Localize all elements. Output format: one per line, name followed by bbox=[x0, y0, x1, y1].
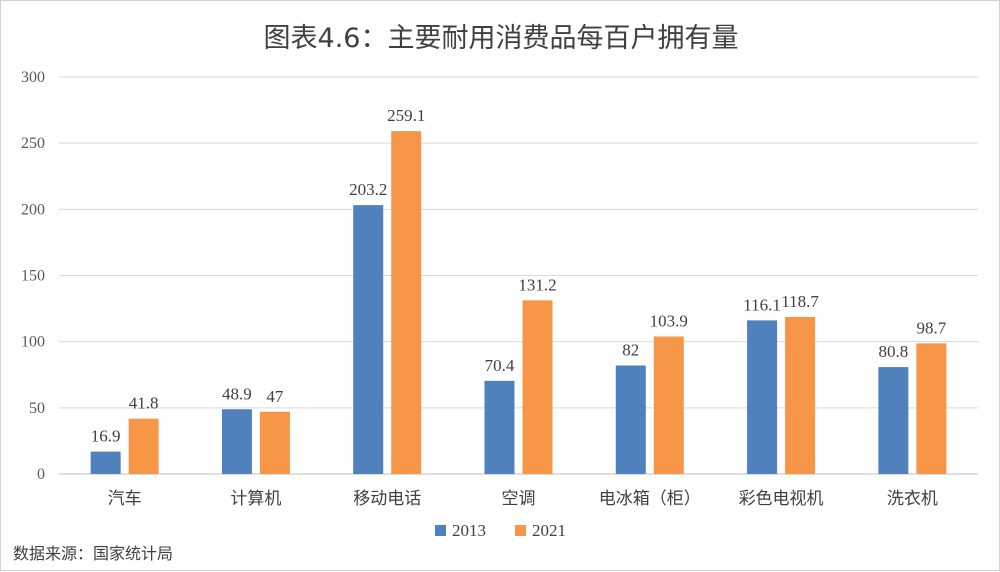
bar-2021 bbox=[916, 343, 947, 474]
bar-2013 bbox=[353, 205, 384, 474]
legend-label: 2013 bbox=[452, 521, 486, 540]
category-label: 空调 bbox=[502, 489, 536, 509]
bar-2013 bbox=[221, 409, 252, 474]
data-label: 41.8 bbox=[129, 394, 159, 413]
chart-title: 图表4.6：主要耐用消费品每百户拥有量 bbox=[264, 23, 739, 54]
data-label: 203.2 bbox=[349, 180, 387, 199]
data-label: 70.4 bbox=[485, 356, 515, 375]
y-tick-label: 150 bbox=[21, 268, 45, 285]
category-label: 汽车 bbox=[108, 489, 142, 509]
data-label: 16.9 bbox=[91, 427, 121, 446]
category-label: 计算机 bbox=[230, 489, 281, 509]
x-axis-categories: 汽车 计算机 移动电话 空调 电冰箱（柜） 彩色电视机 洗衣机 bbox=[108, 489, 938, 509]
category-label: 彩色电视机 bbox=[739, 489, 824, 509]
category-label: 洗衣机 bbox=[887, 489, 938, 509]
legend-swatch bbox=[515, 525, 526, 536]
y-tick-label: 100 bbox=[21, 334, 45, 351]
y-tick-label: 300 bbox=[21, 69, 45, 86]
source-note: 数据来源：国家统计局 bbox=[13, 544, 173, 563]
y-tick-label: 250 bbox=[21, 135, 45, 152]
legend: 2013 2021 bbox=[435, 521, 566, 540]
bar-2013 bbox=[615, 365, 646, 474]
data-label: 131.2 bbox=[518, 275, 556, 294]
data-label: 103.9 bbox=[650, 312, 688, 331]
data-label: 259.1 bbox=[387, 106, 425, 125]
bar-2021 bbox=[653, 336, 684, 474]
category-label: 电冰箱（柜） bbox=[599, 489, 701, 509]
data-label: 116.1 bbox=[743, 295, 781, 314]
bar-2013 bbox=[484, 380, 515, 474]
y-tick-label: 0 bbox=[37, 466, 45, 483]
bar-2021 bbox=[522, 300, 553, 474]
y-axis-ticks: 0 50 100 150 200 250 300 bbox=[21, 69, 45, 483]
data-labels: 16.9 41.8 48.9 47 203.2 259.1 70.4 131.2 82 103.9… bbox=[91, 106, 947, 446]
legend-swatch bbox=[435, 525, 446, 536]
bar-2021 bbox=[785, 316, 816, 474]
gridlines bbox=[59, 76, 978, 475]
y-tick-label: 50 bbox=[29, 400, 45, 417]
data-label: 48.9 bbox=[222, 384, 252, 403]
y-tick-label: 200 bbox=[21, 201, 45, 218]
category-label: 移动电话 bbox=[353, 489, 421, 509]
bar-2021 bbox=[128, 418, 159, 474]
bar-2021 bbox=[259, 411, 290, 474]
data-label: 82 bbox=[622, 340, 639, 359]
bar-2021 bbox=[391, 131, 422, 474]
data-label: 80.8 bbox=[878, 342, 908, 361]
bar-2013 bbox=[878, 367, 909, 474]
data-label: 98.7 bbox=[916, 318, 946, 337]
data-label: 47 bbox=[266, 387, 284, 406]
data-label: 118.7 bbox=[781, 292, 819, 311]
bar-2013 bbox=[747, 320, 778, 474]
bar-2013 bbox=[90, 451, 121, 474]
legend-label: 2021 bbox=[532, 521, 566, 540]
bars bbox=[90, 131, 947, 474]
